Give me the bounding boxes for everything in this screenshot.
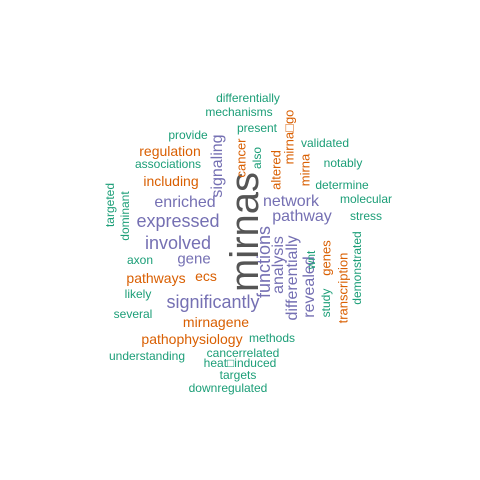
word-27: mechanisms xyxy=(205,105,273,119)
word-3: involved xyxy=(144,233,212,253)
word-46: understanding xyxy=(108,349,186,363)
word-8: gene xyxy=(177,250,211,268)
word-23: mirna□go xyxy=(281,109,297,165)
word-35: molecular xyxy=(339,192,393,206)
word-17: ecs xyxy=(195,268,217,284)
word-38: dominant xyxy=(118,191,132,241)
word-47: cancerrelated xyxy=(206,346,280,360)
word-19: pathophysiology xyxy=(141,331,243,347)
word-31: associations xyxy=(134,157,202,171)
word-39: axon xyxy=(126,253,154,267)
word-4: significantly xyxy=(166,292,260,312)
word-6: network xyxy=(262,193,320,210)
word-25: transcription xyxy=(335,252,351,324)
word-20: cancer xyxy=(233,138,249,178)
word-50: downregulated xyxy=(188,381,268,395)
word-14: regulation xyxy=(139,143,201,159)
word-48: heat□induced xyxy=(203,356,277,370)
word-16: pathways xyxy=(126,270,186,286)
word-9: signaling xyxy=(209,134,226,198)
word-37: targeted xyxy=(103,182,117,228)
word-12: differentially xyxy=(284,235,301,321)
word-28: present xyxy=(236,121,278,135)
word-45: methods xyxy=(248,331,296,345)
word-44: several xyxy=(113,307,153,321)
word-42: study xyxy=(319,288,333,318)
word-22: mirna xyxy=(297,153,313,187)
word-36: stress xyxy=(349,209,383,223)
word-32: notably xyxy=(323,156,363,170)
word-40: wnt xyxy=(304,250,318,270)
word-5: enriched xyxy=(154,194,216,211)
word-15: including xyxy=(143,173,199,189)
word-29: provide xyxy=(168,128,208,142)
word-43: demonstrated xyxy=(350,231,364,305)
word-18: mirnagene xyxy=(182,314,250,330)
word-30: validated xyxy=(300,136,350,150)
word-24: genes xyxy=(318,240,334,276)
word-34: determine xyxy=(315,178,369,192)
word-41: likely xyxy=(124,287,152,301)
word-2: expressed xyxy=(136,211,220,231)
word-49: targets xyxy=(219,368,257,382)
word-7: pathway xyxy=(272,208,332,225)
word-26: differentially xyxy=(216,91,280,105)
word-33: also xyxy=(250,146,264,170)
